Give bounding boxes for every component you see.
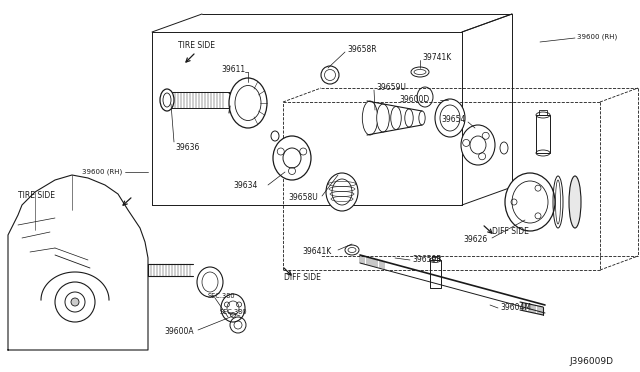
Text: 39600A: 39600A xyxy=(164,327,194,337)
Text: 39626: 39626 xyxy=(464,235,488,244)
Polygon shape xyxy=(8,175,148,350)
Text: J396009D: J396009D xyxy=(569,357,613,366)
Ellipse shape xyxy=(362,101,378,135)
Text: 39600 (RH): 39600 (RH) xyxy=(82,169,122,175)
Ellipse shape xyxy=(229,78,267,128)
Ellipse shape xyxy=(326,173,358,211)
Text: SEC.380: SEC.380 xyxy=(208,293,236,299)
Text: 39659R: 39659R xyxy=(412,256,442,264)
Ellipse shape xyxy=(197,267,223,297)
Text: 39654: 39654 xyxy=(442,115,466,125)
Text: DIFF SIDE: DIFF SIDE xyxy=(284,273,321,282)
Text: 39658R: 39658R xyxy=(347,45,376,55)
Text: 39604M: 39604M xyxy=(500,304,531,312)
Ellipse shape xyxy=(273,136,311,180)
Text: SEC.380: SEC.380 xyxy=(220,309,248,315)
Ellipse shape xyxy=(160,89,174,111)
Ellipse shape xyxy=(435,99,465,137)
Ellipse shape xyxy=(569,176,581,228)
Ellipse shape xyxy=(404,109,413,127)
Text: DIFF SIDE: DIFF SIDE xyxy=(492,228,529,237)
Bar xyxy=(432,256,439,260)
Text: 39659U: 39659U xyxy=(376,83,406,93)
Ellipse shape xyxy=(419,111,425,125)
Text: TIRE SIDE: TIRE SIDE xyxy=(178,42,215,51)
Text: 39636: 39636 xyxy=(175,144,200,153)
Text: 39600 (RH): 39600 (RH) xyxy=(577,34,617,40)
Bar xyxy=(536,115,550,153)
Bar xyxy=(539,110,547,115)
Text: TIRE SIDE: TIRE SIDE xyxy=(18,192,55,201)
Ellipse shape xyxy=(505,173,555,231)
Ellipse shape xyxy=(377,104,389,132)
Text: 39641K: 39641K xyxy=(303,247,332,257)
Ellipse shape xyxy=(391,106,401,129)
Text: 39741K: 39741K xyxy=(422,54,451,62)
Circle shape xyxy=(71,298,79,306)
Ellipse shape xyxy=(461,125,495,165)
Text: 39658U: 39658U xyxy=(288,193,318,202)
Text: 39600D: 39600D xyxy=(400,96,430,105)
Text: 39634: 39634 xyxy=(234,182,258,190)
Bar xyxy=(430,260,441,288)
Text: 39611: 39611 xyxy=(222,65,246,74)
Ellipse shape xyxy=(221,294,245,322)
